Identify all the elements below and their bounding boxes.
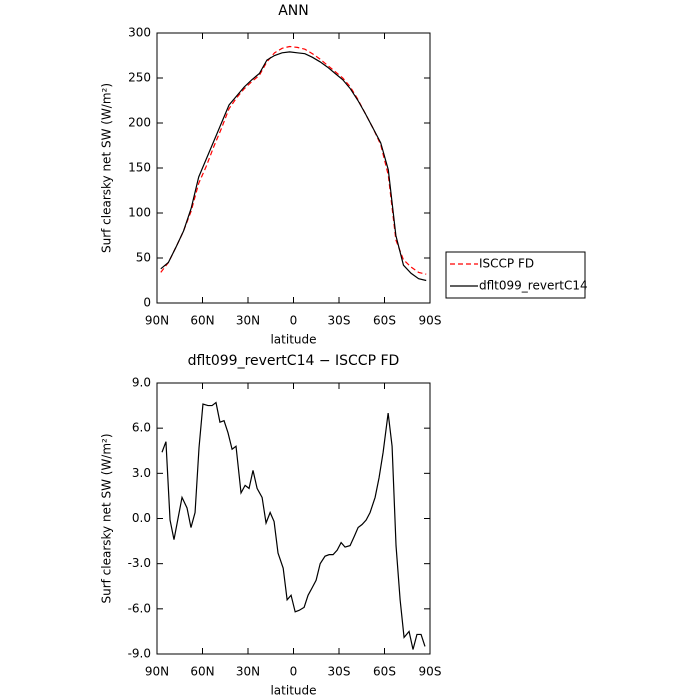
x-tick-label: 30S — [328, 314, 351, 328]
chart-title: dflt099_revertC14 − ISCCP FD — [188, 353, 400, 369]
y-tick-label: 300 — [128, 26, 151, 40]
x-tick-label: 60S — [373, 314, 396, 328]
y-tick-label: 0 — [143, 296, 151, 310]
y-tick-label: -6.0 — [128, 601, 151, 615]
x-tick-label: 90N — [145, 314, 169, 328]
y-tick-label: 50 — [136, 251, 151, 265]
x-tick-label: 60N — [190, 665, 214, 679]
x-tick-label: 0 — [290, 314, 298, 328]
legend-label: dflt099_revertC14 — [479, 279, 588, 293]
x-tick-label: 30S — [328, 665, 351, 679]
x-tick-label: 60S — [373, 665, 396, 679]
legend-label: ISCCP FD — [479, 257, 534, 271]
x-tick-label: 30N — [236, 665, 260, 679]
data-line — [161, 401, 426, 650]
y-axis-label: Surf clearsky net SW (W/m²) — [100, 433, 114, 603]
x-tick-label: 90S — [419, 314, 442, 328]
x-tick-label: 0 — [290, 665, 298, 679]
x-tick-label: 60N — [190, 314, 214, 328]
y-axis-label: Surf clearsky net SW (W/m²) — [100, 83, 114, 253]
x-tick-label: 30N — [236, 314, 260, 328]
x-axis-label: latitude — [270, 333, 316, 347]
y-tick-label: 0.0 — [132, 511, 151, 525]
y-tick-label: 100 — [128, 206, 151, 220]
data-line — [160, 45, 427, 275]
x-tick-label: 90S — [419, 665, 442, 679]
x-axis-label: latitude — [270, 684, 316, 698]
legend-box — [445, 251, 586, 299]
y-tick-label: 3.0 — [132, 466, 151, 480]
data-line — [160, 51, 427, 282]
y-tick-label: 150 — [128, 161, 151, 175]
y-tick-label: 250 — [128, 71, 151, 85]
chart-title: ANN — [278, 3, 309, 19]
y-tick-label: -3.0 — [128, 556, 151, 570]
plot-frame — [156, 32, 431, 304]
y-tick-label: 9.0 — [132, 376, 151, 390]
y-tick-label: -9.0 — [128, 647, 151, 661]
x-tick-label: 90N — [145, 665, 169, 679]
y-tick-label: 6.0 — [132, 421, 151, 435]
y-tick-label: 200 — [128, 116, 151, 130]
